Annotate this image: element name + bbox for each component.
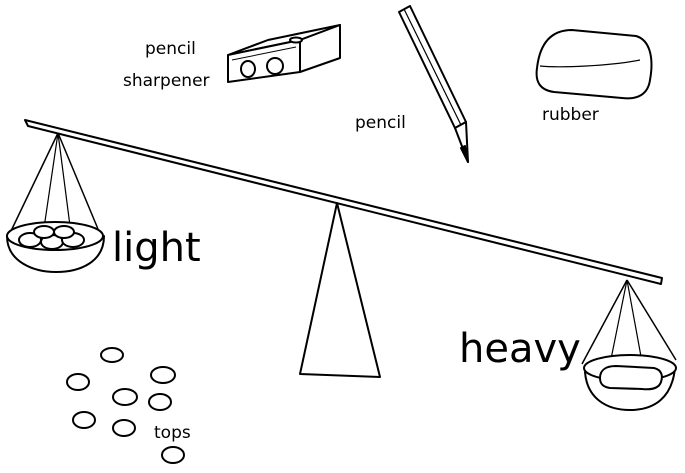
balance-fulcrum: [299, 202, 381, 378]
left-pan-top-5: [53, 225, 75, 239]
tops-group: [66, 347, 185, 464]
rubber-drawing: [535, 29, 653, 100]
tops-label: tops: [154, 423, 191, 443]
rubber-label: rubber: [542, 105, 599, 125]
top-6: [72, 411, 96, 429]
pencil-sharpener-label-line1: pencil: [145, 39, 196, 59]
top-5: [148, 393, 172, 411]
top-4: [112, 388, 138, 406]
top-8: [161, 446, 185, 464]
pencil-sharpener-drawing: [227, 24, 341, 83]
heavy-label: heavy: [459, 326, 581, 372]
left-pan-top-4: [33, 225, 55, 239]
top-2: [150, 366, 176, 384]
balance-beam: [24, 119, 663, 285]
pencil-label: pencil: [355, 113, 406, 133]
right-pan: [581, 279, 677, 411]
pencil-drawing: [398, 5, 469, 163]
top-3: [66, 373, 90, 391]
right-pan-rubber: [599, 365, 663, 391]
pencil-sharpener-label-line2: sharpener: [123, 71, 210, 91]
left-pan: [6, 132, 105, 273]
top-7: [112, 419, 136, 437]
light-label: light: [112, 225, 201, 271]
top-1: [100, 347, 124, 363]
